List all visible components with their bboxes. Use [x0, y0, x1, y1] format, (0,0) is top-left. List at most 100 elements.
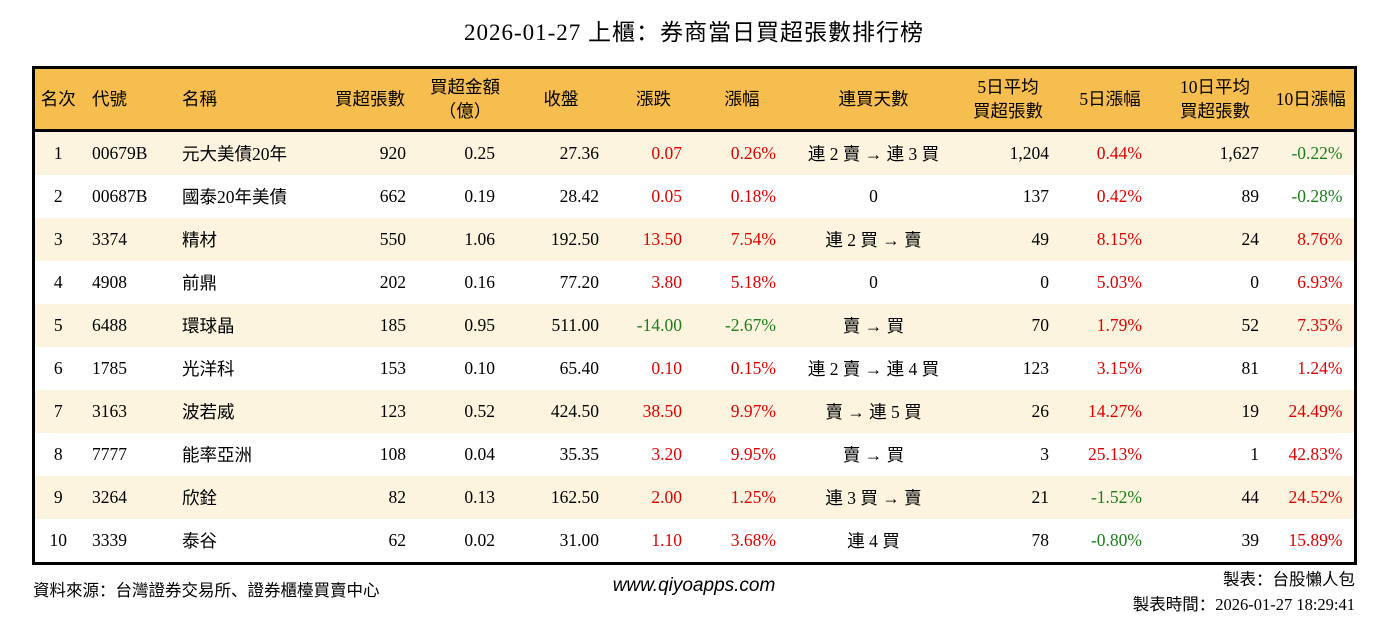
cell-pct10: 7.35%	[1297, 315, 1343, 335]
table-row: 6 1785 光洋科 153 0.10 65.40 0.10 0.15% 連 2 賣 → 連 4…	[33, 347, 1355, 390]
cell-amount: 0.25	[464, 143, 495, 163]
cell-name: 國泰20年美債	[182, 187, 287, 207]
cell-name: 精材	[182, 230, 217, 250]
cell-netbuy: 550	[379, 229, 406, 249]
cell-close: 65.40	[559, 358, 599, 378]
cell-avg10: 24	[1241, 229, 1260, 249]
cell-pct: 9.97%	[730, 401, 776, 421]
footer-credits: 製表：台股懶人包 製表時間：2026-01-27 18:29:41	[1133, 567, 1355, 617]
column-header-label: 5日漲幅	[1079, 89, 1141, 109]
table-row: 7 3163 波若威 123 0.52 424.50 38.50 9.97% 賣 → 連 5 買…	[33, 390, 1355, 433]
cell-rank: 8	[53, 444, 63, 464]
cell-rank: 1	[53, 143, 63, 163]
column-header-label: 買超張數	[335, 89, 405, 109]
cell-close: 511.00	[551, 315, 599, 335]
cell-amount: 1.06	[464, 229, 495, 249]
column-header-label: 10日漲幅	[1275, 89, 1346, 109]
cell-name: 泰谷	[182, 531, 217, 551]
cell-streak: 賣 → 連 5 買	[825, 402, 922, 422]
cell-amount: 0.04	[464, 444, 495, 464]
cell-avg5: 26	[1031, 401, 1050, 421]
cell-avg10: 19	[1241, 401, 1260, 421]
cell-code: 4908	[92, 272, 127, 292]
column-header-label-line2: （億）	[438, 101, 492, 121]
cell-pct5: 0.42%	[1096, 186, 1142, 206]
cell-pct10: 15.89%	[1288, 530, 1343, 550]
cell-rank: 4	[53, 272, 63, 292]
table-row: 10 3339 泰谷 62 0.02 31.00 1.10 3.68% 連 4 買 78 -0.80…	[33, 519, 1355, 564]
cell-pct: -2.67%	[724, 315, 776, 335]
footer: 資料來源：台灣證券交易所、證券櫃檯買賣中心 www.qiyoapps.com 製…	[33, 569, 1355, 625]
cell-pct10: 24.52%	[1288, 487, 1343, 507]
cell-close: 192.50	[550, 229, 599, 249]
cell-avg10: 81	[1241, 358, 1260, 378]
column-header-label: 買超金額	[430, 77, 500, 97]
cell-pct10: -0.28%	[1291, 186, 1343, 206]
cell-pct5: -0.80%	[1090, 530, 1142, 550]
column-header-label: 漲跌	[636, 89, 671, 109]
cell-amount: 0.02	[464, 530, 495, 550]
cell-netbuy: 662	[379, 186, 406, 206]
column-header-label: 10日平均	[1180, 77, 1250, 97]
column-header-pct10: 10日漲幅	[1268, 67, 1355, 132]
cell-amount: 0.52	[464, 401, 495, 421]
table-head: 名次 代號 名稱 買超張數 買超金額 （億） 收盤 漲跌 漲幅 連買天數 5日平均 買超張數 5日漲幅 1…	[33, 67, 1355, 132]
column-header-rank: 名次	[33, 67, 82, 132]
cell-netbuy: 920	[379, 143, 406, 163]
cell-code: 1785	[92, 358, 127, 378]
cell-pct: 7.54%	[730, 229, 776, 249]
column-header-streak: 連買天數	[789, 67, 958, 132]
cell-change: 3.80	[651, 272, 682, 292]
cell-pct5: 3.15%	[1096, 358, 1142, 378]
cell-streak: 賣 → 買	[842, 445, 905, 465]
cell-avg5: 70	[1031, 315, 1050, 335]
cell-pct5: 14.27%	[1088, 401, 1142, 421]
table-row: 4 4908 前鼎 202 0.16 77.20 3.80 5.18% 0 0 5.03% 0 6.93…	[33, 261, 1355, 304]
cell-pct: 9.95%	[730, 444, 776, 464]
cell-avg5: 0	[1040, 272, 1049, 292]
cell-avg5: 123	[1022, 358, 1049, 378]
cell-close: 31.00	[559, 530, 599, 550]
cell-amount: 0.95	[464, 315, 495, 335]
column-header-label: 連買天數	[838, 89, 909, 109]
cell-netbuy: 185	[379, 315, 406, 335]
table-row: 8 7777 能率亞洲 108 0.04 35.35 3.20 9.95% 賣 → 買 3 25.1…	[33, 433, 1355, 476]
cell-avg5: 21	[1031, 487, 1050, 507]
cell-pct10: -0.22%	[1291, 143, 1343, 163]
column-header-label: 代號	[92, 89, 127, 109]
cell-pct: 1.25%	[730, 487, 776, 507]
column-header-name: 名稱	[172, 67, 320, 132]
cell-change: 38.50	[642, 401, 682, 421]
header-row: 名次 代號 名稱 買超張數 買超金額 （億） 收盤 漲跌 漲幅 連買天數 5日平均 買超張數 5日漲幅 1…	[33, 67, 1355, 132]
cell-pct5: 0.44%	[1096, 143, 1142, 163]
cell-close: 424.50	[550, 401, 599, 421]
column-header-change: 漲跌	[612, 67, 695, 132]
cell-pct5: 25.13%	[1088, 444, 1142, 464]
cell-change: 3.20	[651, 444, 682, 464]
cell-rank: 3	[53, 229, 63, 249]
cell-pct5: 8.15%	[1096, 229, 1142, 249]
table-row: 1 00679B 元大美債20年 920 0.25 27.36 0.07 0.26% 連 2 賣…	[33, 130, 1355, 175]
cell-rank: 7	[53, 401, 63, 421]
cell-name: 前鼎	[182, 273, 217, 293]
cell-streak: 連 2 賣 → 連 3 買	[807, 144, 940, 164]
cell-code: 3264	[92, 487, 127, 507]
cell-rank: 10	[49, 530, 68, 550]
column-header-avg5: 5日平均 買超張數	[958, 67, 1058, 132]
cell-pct: 3.68%	[730, 530, 776, 550]
cell-name: 波若威	[182, 402, 235, 422]
cell-pct5: 1.79%	[1096, 315, 1142, 335]
cell-netbuy: 202	[379, 272, 406, 292]
column-header-label: 收盤	[543, 89, 579, 109]
cell-close: 35.35	[559, 444, 599, 464]
cell-rank: 9	[53, 487, 63, 507]
column-header-code: 代號	[82, 67, 172, 132]
cell-streak: 連 2 賣 → 連 4 買	[807, 359, 940, 379]
column-header-avg10: 10日平均 買超張數	[1162, 67, 1268, 132]
cell-close: 27.36	[559, 143, 599, 163]
cell-change: 0.05	[651, 186, 682, 206]
cell-pct: 0.26%	[730, 143, 776, 163]
cell-avg5: 78	[1031, 530, 1050, 550]
cell-name: 元大美債20年	[182, 144, 287, 164]
cell-streak: 0	[869, 186, 878, 206]
